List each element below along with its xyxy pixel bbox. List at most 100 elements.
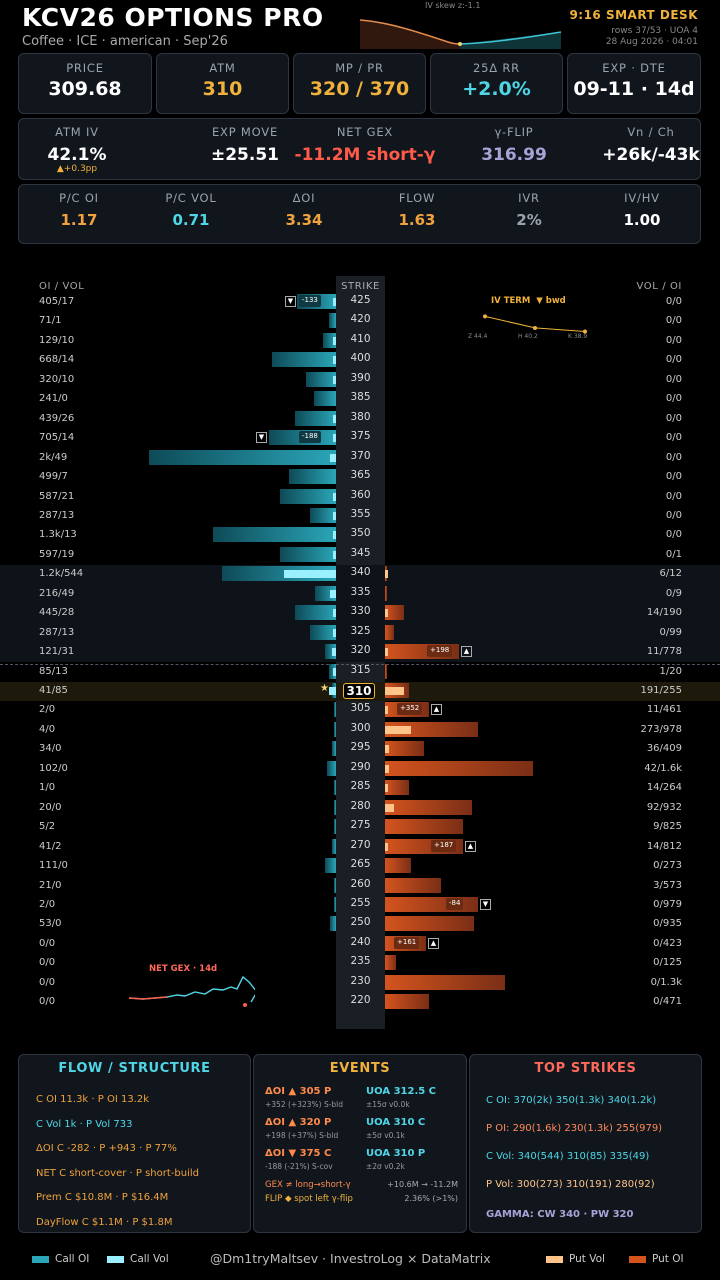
oi-vol-left: 102/0 — [39, 763, 68, 774]
call-delta-oi-tag: -133 — [299, 295, 321, 307]
oi-vol-left: 0/0 — [39, 996, 56, 1007]
credit-line: @Dm1tryMaltsev · InvestroLog × DataMatri… — [210, 1251, 491, 1266]
call-oi-bar — [149, 450, 336, 465]
put-oi-bar — [385, 586, 387, 601]
vol-oi-right: 42/1.6k — [644, 763, 682, 774]
spot-star: ★ — [320, 683, 329, 694]
metric-card-label: EXP · DTE — [602, 61, 666, 75]
put-vol-bar — [385, 804, 394, 812]
put-oi-bar — [385, 780, 409, 795]
call-vol-bar — [333, 415, 336, 423]
put-oi-bar — [385, 800, 472, 815]
oi-vol-left: 129/10 — [39, 335, 75, 346]
call-oi-bar — [325, 644, 336, 659]
strike-label: 390 — [350, 372, 371, 384]
strike-label: 285 — [350, 780, 371, 792]
oi-event-detail: -188 (-21%) S-cov — [265, 1162, 333, 1171]
call-oi-bar — [327, 761, 336, 776]
call-oi-bar — [295, 605, 336, 620]
metric-card-value: +2.0% — [462, 78, 531, 100]
metric-card-label: 25Δ RR — [473, 61, 520, 75]
call-vol-bar — [333, 356, 336, 364]
put-delta-oi-marker: ▲ — [431, 704, 442, 715]
vol-oi-right: 0/979 — [653, 899, 682, 910]
metric-card-label: PRICE — [66, 61, 104, 75]
oi-vol-left: 2/0 — [39, 704, 56, 715]
gex-event-value: +10.6M → -11.2M — [387, 1180, 458, 1189]
put-oi-bar — [385, 605, 404, 620]
atm-strike: 310 — [343, 683, 375, 699]
call-oi-bar — [314, 391, 336, 406]
vol-oi-right: 0/0 — [665, 491, 682, 502]
desk-label: 9:16 SMART DESK — [569, 8, 698, 22]
put-delta-oi-tag: +198 — [427, 645, 453, 657]
call-oi-bar — [329, 313, 336, 328]
oi-vol-left: 41/85 — [39, 685, 68, 696]
metric-card-value: 09-11 · 14d — [573, 78, 695, 100]
legend-put-oi: Put OI — [629, 1253, 684, 1265]
call-oi-bar — [280, 547, 336, 562]
put-delta-oi-marker: ▲ — [461, 646, 472, 657]
ratio-label: P/C VOL — [165, 191, 217, 205]
ratio-label: ΔOI — [292, 191, 316, 205]
events-panel: EVENTS ΔOI ▲ 305 P +352 (+323%) S-bld UOA … — [253, 1054, 467, 1233]
ratio-value: 1.00 — [623, 211, 661, 229]
strike-label: 365 — [350, 469, 371, 481]
strike-label: 400 — [350, 352, 371, 364]
call-vol-bar — [333, 512, 336, 520]
call-vol-legend-label: Call Vol — [130, 1253, 169, 1265]
oi-vol-left: 287/13 — [39, 627, 75, 638]
vol-oi-right: 0/125 — [653, 957, 682, 968]
flow-line: C OI 11.3k · P OI 13.2k — [36, 1094, 150, 1105]
vol-oi-right: 1/20 — [659, 666, 682, 677]
put-vol-bar — [385, 745, 389, 753]
iv-term-chart: Z 44.4 H 40.2 K 38.9 — [468, 314, 587, 340]
oi-vol-left: 499/7 — [39, 471, 68, 482]
put-oi-bar — [385, 994, 429, 1009]
call-vol-bar — [330, 590, 336, 598]
oi-vol-left: 587/21 — [39, 491, 75, 502]
metric-card-2: MP / PR 320 / 370 — [293, 53, 426, 114]
call-vol-bar — [333, 298, 336, 306]
volatility-metrics-row: ATM IV 42.1% ▲+0.3pp EXP MOVE ±25.51 NET GEX -… — [18, 118, 701, 180]
oi-event-title: ΔOI ▲ 305 P — [265, 1086, 332, 1097]
vol-oi-right: 191/255 — [640, 685, 682, 696]
oi-vol-left: 21/0 — [39, 880, 62, 891]
call-oi-bar — [334, 800, 336, 815]
ratio-value: 0.71 — [172, 211, 210, 229]
metric-delta: ▲+0.3pp — [56, 164, 98, 174]
call-oi-bar — [310, 625, 336, 640]
vol-oi-right: 0/423 — [653, 938, 682, 949]
call-oi-bar — [332, 839, 336, 854]
vol-oi-right: 0/0 — [665, 529, 682, 540]
put-vol-bar — [385, 706, 388, 714]
iv-term-point — [583, 329, 587, 334]
call-oi-legend-label: Call OI — [55, 1253, 90, 1265]
oi-vol-left: 597/19 — [39, 549, 75, 560]
strike-label: 370 — [350, 450, 371, 462]
strike-label: 335 — [350, 586, 371, 598]
iv-term-point — [533, 325, 537, 330]
iv-term-point-label: Z 44.4 — [468, 333, 488, 340]
iv-term-point-label: H 40.2 — [518, 333, 538, 340]
vol-oi-right: 0/0 — [665, 471, 682, 482]
flow-line: Prem C $10.8M · P $16.4M — [36, 1192, 169, 1203]
flip-event: FLIP ◆ spot left γ-flip — [265, 1194, 353, 1204]
flow-panel-title: FLOW / STRUCTURE — [58, 1061, 211, 1076]
iv-skew-sparkline — [359, 19, 562, 49]
call-oi-bar — [330, 916, 336, 931]
vol-oi-right: 14/190 — [646, 607, 682, 618]
oi-vol-left: 111/0 — [39, 860, 68, 871]
put-oi-bar — [385, 975, 505, 990]
vol-oi-right: 0/0 — [665, 315, 682, 326]
vol-oi-right: 0/0 — [665, 335, 682, 346]
uoa-event-detail: ±15σ v0.0k — [366, 1100, 410, 1109]
strike-label: 350 — [350, 527, 371, 539]
put-oi-bar — [385, 897, 478, 912]
ratio-value: 1.63 — [398, 211, 436, 229]
oi-vol-left: 20/0 — [39, 802, 62, 813]
put-vol-swatch — [546, 1255, 563, 1263]
strike-label: 425 — [350, 294, 371, 306]
uoa-event-title: UOA 310 P — [366, 1148, 426, 1159]
put-delta-oi-marker: ▲ — [465, 841, 476, 852]
